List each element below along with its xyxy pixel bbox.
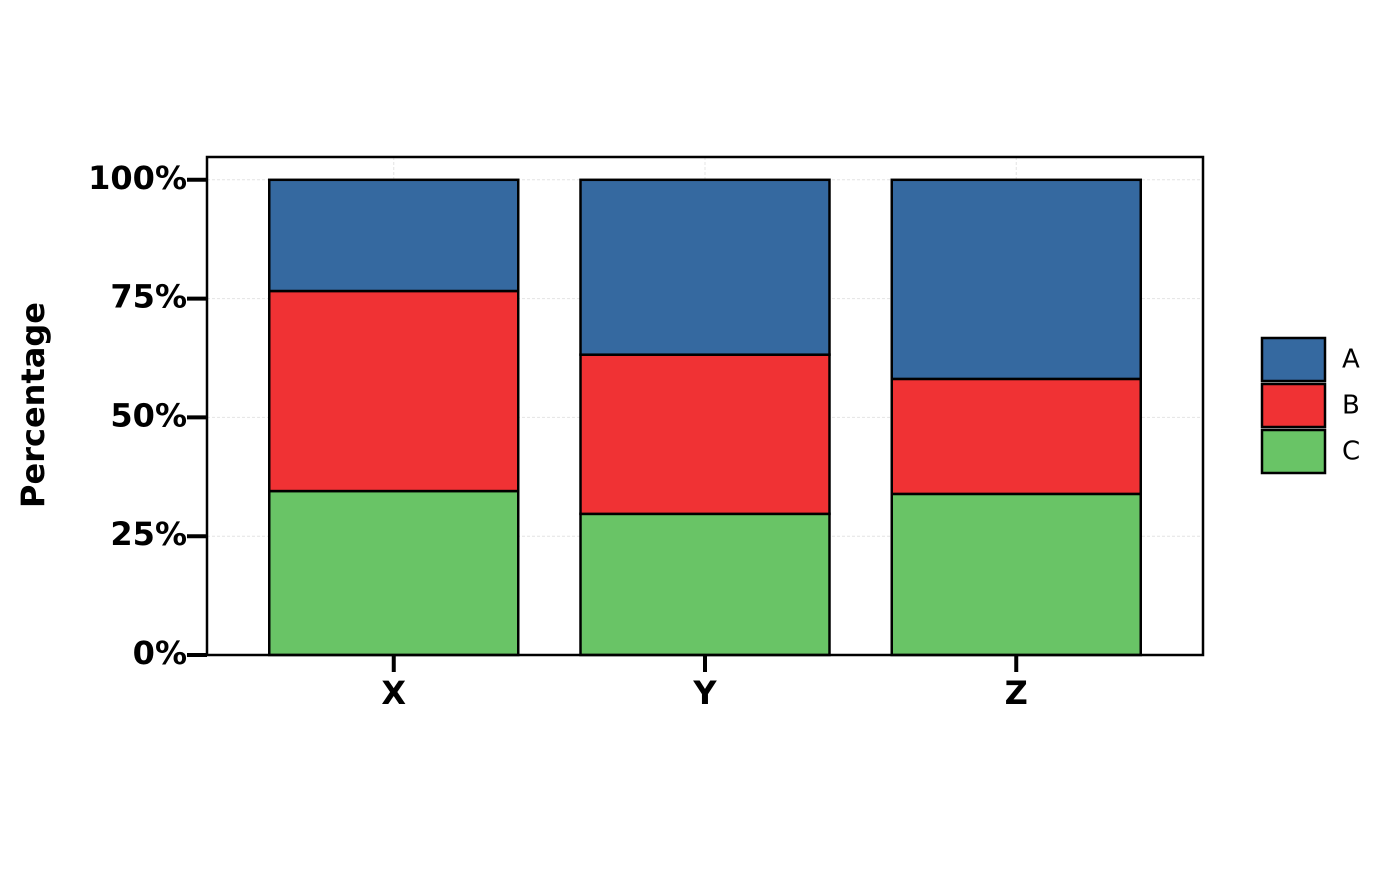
y-tick-label: 25% (110, 515, 187, 553)
x-tick-label: X (381, 674, 406, 712)
x-tick-label: Z (1005, 674, 1028, 712)
y-axis-title: Percentage (14, 302, 52, 508)
bar-segment (268, 178, 520, 293)
legend-label: A (1342, 345, 1360, 375)
y-tick-label: 75% (110, 278, 187, 316)
bar-segment (268, 289, 520, 493)
bar-segment (890, 377, 1142, 496)
y-tick-label: 50% (110, 396, 187, 434)
bar-segment (890, 492, 1142, 657)
bar-segment (579, 178, 831, 356)
bar-segment (890, 178, 1142, 381)
bar-segment (579, 512, 831, 657)
plot-frame (205, 155, 1205, 657)
bar-segment (579, 353, 831, 516)
legend-swatch (1260, 382, 1327, 429)
legend-label: C (1342, 437, 1360, 467)
legend-label: B (1342, 391, 1360, 421)
y-tick-label: 100% (88, 159, 187, 197)
y-tick-label: 0% (133, 634, 187, 672)
x-tick-label: Y (692, 674, 717, 712)
legend-swatch (1260, 428, 1327, 475)
legend-swatch (1260, 336, 1327, 383)
bar-segment (268, 489, 520, 657)
